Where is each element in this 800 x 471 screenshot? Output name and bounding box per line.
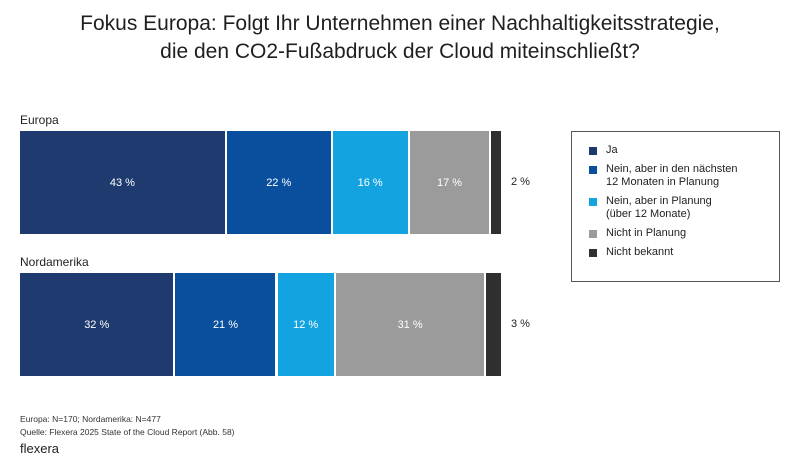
legend-item-1: Nein, aber in den nächsten 12 Monaten in…	[589, 163, 769, 189]
category-label-1: Nordamerika	[20, 255, 89, 269]
legend-label-1: Nein, aber in den nächsten 12 Monaten in…	[606, 163, 738, 188]
legend-swatch-3	[589, 230, 597, 238]
bar-row-0: 43 % 22 % 16 % 17 %	[20, 131, 501, 234]
legend-item-0: Ja	[589, 144, 769, 157]
legend-label-3: Nicht in Planung	[606, 227, 687, 239]
legend-swatch-1	[589, 166, 597, 174]
legend-swatch-0	[589, 147, 597, 155]
bar-segment-1-0: 32 %	[20, 273, 176, 376]
data-label-1-2: 12 %	[293, 318, 319, 331]
bar-segment-1-4	[486, 273, 501, 376]
source-note: Quelle: Flexera 2025 State of the Cloud …	[20, 427, 235, 437]
bar-segment-0-2: 16 %	[332, 131, 410, 234]
data-label-0-1: 22 %	[266, 176, 292, 189]
bar-segment-1-3: 31 %	[335, 273, 487, 376]
bar-segment-1-2: 12 %	[277, 273, 336, 376]
legend-item-4: Nicht bekannt	[589, 246, 769, 259]
legend-swatch-2	[589, 198, 597, 206]
legend-label-2: Nein, aber in Planung (über 12 Monate)	[606, 195, 712, 220]
chart-title-line-1: Fokus Europa: Folgt Ihr Unternehmen eine…	[80, 12, 720, 35]
chart-legend: Ja Nein, aber in den nächsten 12 Monaten …	[571, 131, 780, 282]
chart-title-line-2: die den CO2-Fußabdruck der Cloud miteins…	[160, 40, 640, 63]
bar-segment-0-4	[491, 131, 501, 234]
chart-title: Fokus Europa: Folgt Ihr Unternehmen eine…	[0, 10, 800, 66]
bar-row-1: 32 % 21 % 12 % 31 %	[20, 273, 501, 376]
legend-item-2: Nein, aber in Planung (über 12 Monate)	[589, 195, 769, 221]
legend-label-4: Nicht bekannt	[606, 246, 674, 258]
bar-segment-0-1: 22 %	[226, 131, 333, 234]
legend-swatch-4	[589, 249, 597, 257]
legend-item-3: Nicht in Planung	[589, 227, 769, 240]
data-label-0-2: 16 %	[357, 176, 383, 189]
bar-segment-1-1: 21 %	[175, 273, 278, 376]
data-label-1-4: 3 %	[511, 317, 530, 330]
brand-logo: flexera	[20, 441, 60, 456]
bar-segment-0-0: 43 %	[20, 131, 227, 234]
bar-segment-0-3: 17 %	[409, 131, 492, 234]
data-label-0-3: 17 %	[436, 176, 463, 189]
data-label-1-0: 32 %	[84, 318, 110, 331]
data-label-0-4: 2 %	[511, 175, 530, 188]
data-label-1-1: 21 %	[212, 318, 239, 331]
data-label-1-3: 31 %	[397, 318, 423, 331]
legend-label-0: Ja	[606, 144, 618, 156]
data-label-0-0: 43 %	[109, 176, 135, 189]
sample-size-note: Europa: N=170; Nordamerika: N=477	[20, 414, 161, 424]
category-label-0: Europa	[20, 113, 59, 127]
